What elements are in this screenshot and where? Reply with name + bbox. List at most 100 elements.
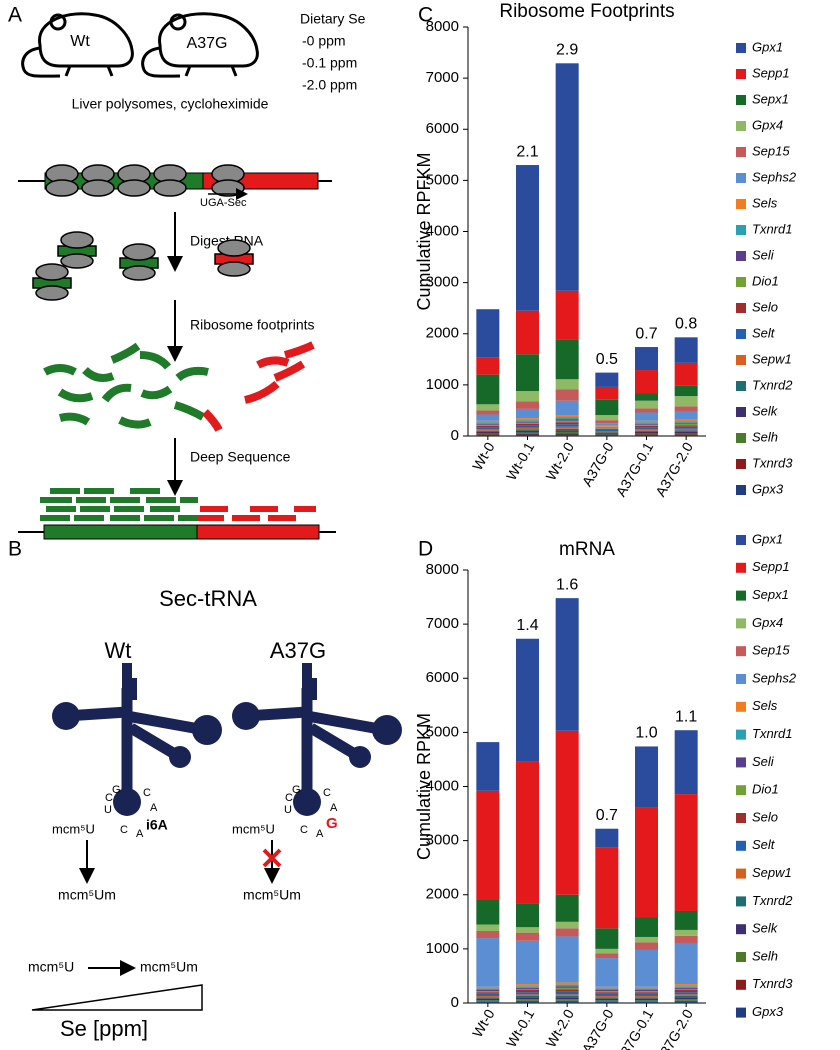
legend-swatch	[736, 95, 746, 105]
step-label: Ribosome footprints	[190, 317, 315, 333]
strain-label: Wt	[70, 33, 90, 50]
bar-segment	[674, 419, 698, 422]
bar-segment	[595, 928, 619, 949]
charts: Ribosome Footprints Cumulative RPFKM 0 1000…	[414, 1, 797, 1050]
bar-segment	[555, 1001, 579, 1003]
bar-segment	[476, 991, 500, 993]
y-tick-label: 8000	[426, 18, 459, 35]
bar-segment	[634, 431, 659, 434]
bar-segment	[674, 426, 698, 429]
bar-label: 0.7	[635, 325, 657, 342]
bar-segment	[634, 997, 659, 999]
x-tick-label: Wt-0	[469, 1006, 498, 1040]
bar-segment	[555, 928, 579, 937]
bar-segment	[595, 988, 619, 991]
legend-label: Seli	[752, 247, 775, 262]
gradient-label: Se [ppm]	[60, 1016, 148, 1041]
bar-segment	[476, 404, 500, 411]
reaction-product: mcm⁵Um	[140, 959, 198, 975]
legend-label: Sephs2	[752, 169, 797, 184]
y-tick-label: 3000	[426, 274, 459, 291]
mouse-icon	[21, 12, 134, 78]
legend-label: Sepp1	[752, 65, 790, 80]
bar-segment	[515, 995, 540, 998]
bar-segment	[515, 433, 540, 435]
bar-segment	[515, 988, 540, 991]
strain-label: A37G	[187, 35, 228, 52]
bar-segment	[674, 431, 698, 434]
bar-segment	[634, 434, 659, 436]
bar-segment	[515, 427, 540, 430]
bar-segment	[555, 997, 579, 1000]
bar-segment	[595, 429, 619, 432]
y-tick-label: 7000	[426, 615, 459, 632]
bar-segment	[674, 1001, 698, 1003]
bar-segment	[555, 989, 579, 992]
loop-base: A	[136, 828, 144, 840]
legend-swatch	[736, 303, 746, 313]
bar-segment	[595, 435, 619, 436]
bar-segment	[515, 421, 540, 423]
bar-label: 2.1	[516, 143, 538, 160]
bar-segment	[515, 423, 540, 426]
legend-label: Selo	[752, 809, 778, 824]
bar-segment	[476, 309, 500, 358]
bar-segment	[595, 434, 619, 436]
bar-segment	[634, 995, 659, 998]
bar-segment	[595, 847, 619, 929]
legend-label: Selt	[752, 325, 776, 340]
legend-swatch	[736, 277, 746, 287]
bar-segment	[476, 423, 500, 425]
bar-segment	[595, 434, 619, 435]
legend-label: Sels	[752, 698, 778, 713]
x-tick-label: Wt-2.0	[542, 1006, 577, 1050]
bar-segment	[555, 63, 579, 291]
bar-segment	[476, 420, 500, 423]
panel-label: B	[8, 538, 22, 561]
bar-segment	[515, 434, 540, 436]
bar-segment	[634, 347, 659, 371]
loop-base: C	[105, 792, 113, 804]
bar-segment	[634, 998, 659, 1001]
bar-segment	[515, 420, 540, 422]
bar-segment	[595, 420, 619, 424]
bar-segment	[476, 992, 500, 994]
bar-segment	[634, 988, 659, 991]
bar-label: 2.9	[556, 42, 578, 59]
legend-label: Sels	[752, 195, 778, 210]
bar-segment	[634, 422, 659, 424]
panel-label: D	[418, 538, 433, 561]
trna-icon	[232, 663, 402, 816]
product-label: mcm⁵Um	[58, 887, 116, 903]
bar-segment	[515, 401, 540, 409]
panel-label: A	[8, 4, 22, 27]
legend-swatch	[736, 225, 746, 235]
panel-title: Sec-tRNA	[159, 586, 257, 611]
bar-segment	[634, 424, 659, 426]
step-label: Deep Sequence	[190, 449, 291, 465]
bar-segment	[555, 419, 579, 421]
x-tick-label: Wt-0.1	[503, 1006, 538, 1050]
loop-base: C	[323, 787, 331, 799]
bar-segment	[595, 998, 619, 1001]
bar-segment	[595, 428, 619, 429]
legend-label: Sepx1	[752, 91, 789, 106]
legend-label: Dio1	[752, 782, 779, 797]
bar-segment	[595, 426, 619, 428]
block-mark	[262, 848, 282, 868]
chart-title: Ribosome Footprints	[499, 1, 674, 22]
bar-label: 0.8	[675, 316, 697, 333]
legend-swatch	[736, 69, 746, 79]
bar-segment	[555, 986, 579, 988]
bar-segment	[674, 995, 698, 998]
legend-swatch	[736, 813, 746, 823]
bar-segment	[634, 412, 659, 421]
bar-segment	[595, 828, 619, 848]
bar-label: 0.5	[596, 351, 618, 368]
bar-segment	[674, 422, 698, 424]
bar-segment	[595, 428, 619, 430]
bar-segment	[674, 997, 698, 1000]
bar-segment	[674, 406, 698, 412]
legend-label: Gpx3	[752, 481, 784, 496]
